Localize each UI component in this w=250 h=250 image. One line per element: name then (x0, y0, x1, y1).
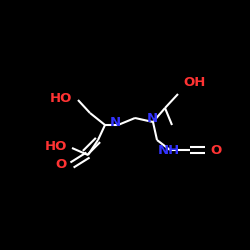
Text: O: O (56, 158, 67, 172)
Text: OH: OH (183, 76, 206, 90)
Text: N: N (110, 116, 120, 130)
Text: HO: HO (44, 140, 67, 153)
Text: O: O (210, 144, 221, 156)
Text: HO: HO (50, 92, 72, 104)
Text: N: N (146, 112, 158, 124)
Text: NH: NH (158, 144, 180, 156)
